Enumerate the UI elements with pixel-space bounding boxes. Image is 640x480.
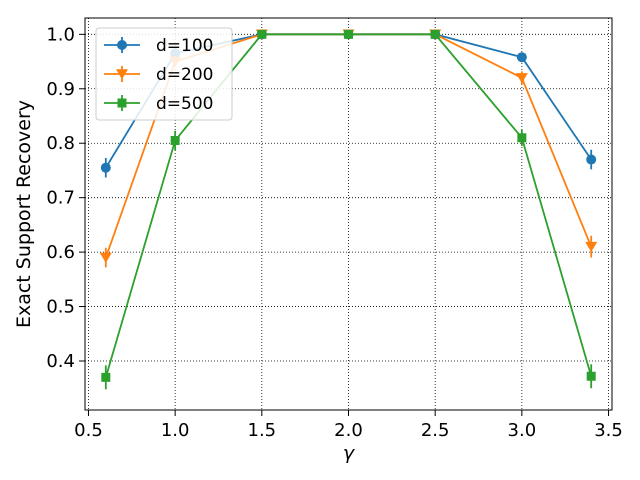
- data-point: [586, 154, 597, 165]
- data-point: [586, 371, 596, 381]
- legend-entry: d=200: [104, 65, 213, 85]
- data-point: [99, 252, 112, 263]
- legend-marker: [117, 40, 127, 50]
- data-point: [170, 136, 180, 145]
- x-tick-label: 0.5: [74, 420, 103, 441]
- y-tick-label: 0.9: [46, 79, 75, 100]
- legend-entry: d=100: [104, 36, 213, 56]
- y-tick-label: 0.6: [46, 242, 75, 263]
- legend-entry: d=500: [104, 94, 213, 114]
- data-point: [257, 29, 267, 39]
- legend: d=100 d=200 d=500: [95, 27, 233, 121]
- legend-marker: [116, 69, 128, 80]
- x-axis-ticks: 0.5 1.0 1.5 2.0 2.5 3.0 3.5: [74, 410, 623, 441]
- data-point: [100, 162, 111, 173]
- x-tick-label: 3.0: [508, 420, 537, 441]
- series-d=500: [101, 29, 596, 390]
- y-axis-label: Exact Support Recovery: [13, 100, 35, 328]
- data-point: [515, 73, 528, 84]
- y-tick-label: 0.8: [46, 133, 75, 154]
- data-point: [344, 29, 353, 39]
- x-tick-label: 2.5: [421, 420, 450, 441]
- x-tick-label: 1.5: [248, 420, 277, 441]
- x-axis-label: γ: [343, 442, 356, 464]
- data-point: [517, 133, 527, 143]
- legend-label: d=100: [156, 36, 213, 56]
- data-point: [430, 29, 440, 39]
- legend-marker: [117, 98, 127, 108]
- legend-label: d=200: [156, 65, 213, 85]
- x-tick-label: 1.0: [161, 420, 190, 441]
- y-tick-label: 0.5: [46, 297, 75, 318]
- y-tick-label: 0.7: [46, 188, 75, 209]
- y-tick-label: 1.0: [46, 24, 75, 45]
- y-tick-label: 0.4: [46, 351, 75, 372]
- x-tick-label: 2.0: [334, 420, 363, 441]
- data-point: [585, 241, 598, 253]
- y-axis-ticks: 0.4 0.5 0.6 0.7 0.8 0.9 1.0: [46, 24, 85, 372]
- legend-label: d=500: [156, 94, 213, 114]
- x-tick-label: 3.5: [594, 420, 623, 441]
- data-point: [516, 52, 527, 63]
- legend-box: [95, 27, 233, 121]
- data-point: [101, 372, 111, 382]
